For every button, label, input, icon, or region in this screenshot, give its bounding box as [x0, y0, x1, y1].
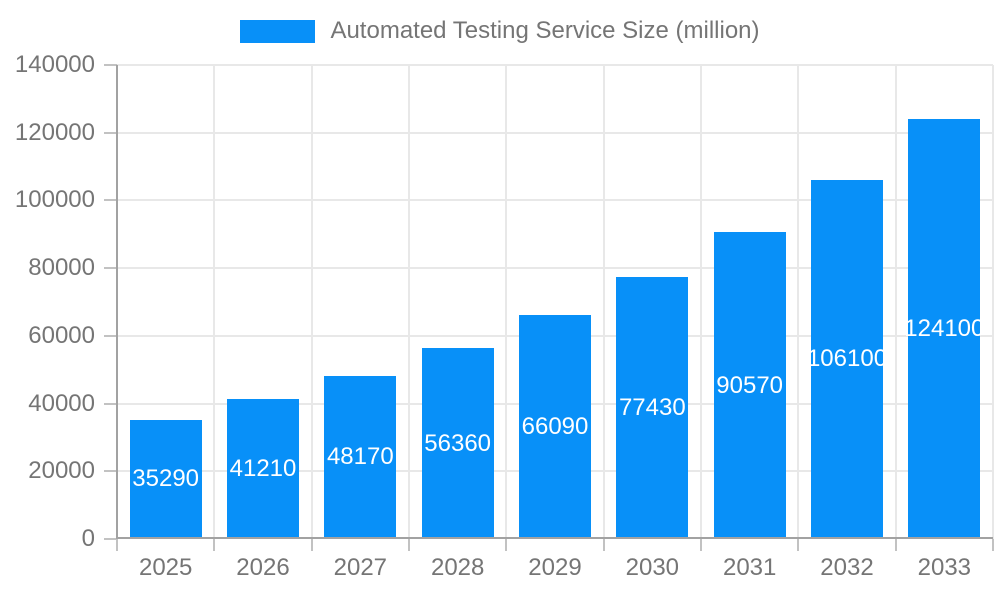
x-axis-tick	[408, 539, 410, 551]
x-axis-tick-label: 2033	[917, 554, 972, 581]
x-axis-tick-label: 2032	[820, 554, 874, 581]
x-axis-tick-label: 2025	[138, 554, 193, 581]
bar-2027	[324, 375, 397, 537]
x-axis-tick	[505, 539, 508, 551]
bar-value-label: 90570	[716, 371, 784, 399]
bar-2033	[908, 118, 981, 537]
x-gridline	[505, 65, 508, 539]
x-gridline	[408, 65, 410, 539]
y-axis-tick-label: 40000	[28, 389, 95, 417]
chart-legend[interactable]: Automated Testing Service Size (million)	[0, 17, 1000, 45]
bar-2026	[227, 399, 299, 537]
y-axis-tick	[104, 131, 117, 134]
bar-value-label: 77430	[618, 393, 686, 421]
bar-value-label: 35290	[132, 465, 200, 493]
bar-2031	[713, 232, 786, 537]
x-axis-tick-label: 2031	[722, 554, 777, 581]
bar-value-label: 48170	[326, 443, 394, 471]
y-axis-tick-label: 80000	[28, 254, 95, 282]
x-gridline	[894, 65, 897, 539]
x-axis-tick	[602, 539, 605, 551]
y-axis-tick	[104, 402, 117, 405]
x-gridline	[213, 65, 216, 539]
bar-value-label: 66090	[521, 413, 589, 441]
x-axis-tick-label: 2030	[625, 554, 680, 581]
y-axis-tick-label: 0	[81, 525, 95, 552]
y-gridline	[117, 199, 993, 202]
x-axis-tick	[116, 539, 118, 551]
x-axis-tick	[992, 539, 994, 551]
bar-2028	[421, 348, 494, 537]
y-axis-line	[116, 65, 118, 539]
bar-2032	[811, 179, 883, 537]
y-axis-tick-label: 20000	[28, 457, 95, 485]
bar-value-label: 124100	[904, 314, 985, 342]
y-axis-tick	[104, 267, 117, 270]
y-axis-tick-label: 140000	[14, 51, 95, 78]
bar-value-label: 41210	[229, 455, 297, 483]
x-axis-tick	[213, 539, 216, 551]
y-axis-tick	[104, 334, 117, 337]
bar-2025	[129, 419, 202, 537]
y-axis-tick	[104, 538, 117, 540]
x-gridline	[992, 65, 994, 539]
y-axis-tick-label: 120000	[14, 118, 95, 146]
x-axis-tick-label: 2027	[333, 554, 388, 581]
y-axis-tick	[104, 64, 117, 66]
y-axis-tick	[104, 470, 117, 473]
bar-value-label: 56360	[424, 429, 492, 457]
y-axis-tick-label: 100000	[14, 186, 95, 214]
x-axis-tick	[797, 539, 800, 551]
x-axis-tick-label: 2029	[528, 554, 582, 581]
bar-value-label: 106100	[806, 345, 888, 373]
x-gridline	[310, 65, 313, 539]
x-axis-tick	[894, 539, 897, 551]
x-axis-tick	[310, 539, 313, 551]
y-axis-tick	[104, 199, 117, 202]
x-gridline	[700, 65, 702, 539]
x-axis-line	[117, 537, 993, 539]
x-axis-tick-label: 2028	[430, 554, 485, 581]
legend-label: Automated Testing Service Size (million)	[330, 17, 760, 44]
x-axis-tick	[700, 539, 702, 551]
y-gridline	[117, 64, 993, 66]
legend-swatch	[240, 19, 316, 43]
bar-2029	[519, 315, 591, 537]
x-gridline	[602, 65, 605, 539]
x-axis-tick-label: 2026	[236, 554, 290, 581]
x-gridline	[797, 65, 800, 539]
bar-2030	[616, 276, 689, 537]
y-axis-tick-label: 60000	[28, 321, 95, 349]
y-gridline	[117, 267, 993, 270]
y-gridline	[117, 131, 993, 134]
